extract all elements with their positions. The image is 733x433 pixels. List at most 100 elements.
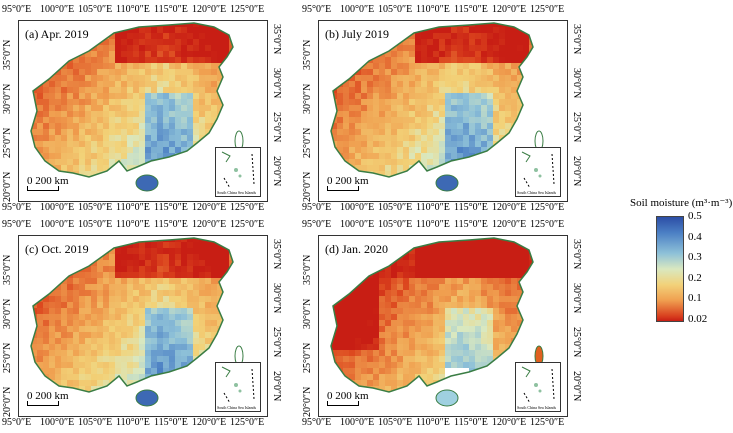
lat-tick-label: 30°0″N <box>2 83 13 114</box>
lat-tick-label: 25°0″N <box>571 327 582 358</box>
lon-tick-label: 115°0″E <box>454 202 488 213</box>
lon-tick-label: 110°0″E <box>116 219 150 230</box>
lat-tick-label: 35°0″N <box>271 239 282 270</box>
panel-label: (b) July 2019 <box>325 27 389 41</box>
lon-tick-label: 95°0″E <box>302 4 332 15</box>
lon-tick-label: 100°0″E <box>40 219 75 230</box>
map-frame: (d) Jan. 2020 0 200 km South China Sea Isl… <box>318 235 568 417</box>
lat-tick-label: 25°0″N <box>571 112 582 143</box>
lat-tick-label: 20°0″N <box>571 156 582 187</box>
lon-tick-label: 120°0″E <box>192 202 227 213</box>
lat-tick-label: 20°0″N <box>302 386 313 417</box>
lon-tick-label: 110°0″E <box>416 202 450 213</box>
panel-label: (a) Apr. 2019 <box>25 27 89 41</box>
lat-tick-label: 30°0″N <box>302 83 313 114</box>
map-frame: (b) July 2019 0 200 km South China Sea Isl… <box>318 20 568 202</box>
lat-tick-label: 35°0″N <box>271 24 282 55</box>
lon-tick-label: 125°0″E <box>530 219 565 230</box>
lat-tick-label: 35°0″N <box>302 39 313 70</box>
lon-tick-label: 110°0″E <box>416 219 450 230</box>
lat-tick-label: 20°0″N <box>271 371 282 402</box>
lon-tick-label: 105°0″E <box>78 4 113 15</box>
lat-tick-label: 25°0″N <box>2 342 13 373</box>
lon-tick-label: 95°0″E <box>2 417 32 428</box>
lon-tick-label: 100°0″E <box>340 219 375 230</box>
lon-tick-label: 105°0″E <box>378 417 413 428</box>
lat-tick-label: 30°0″N <box>271 68 282 99</box>
lon-tick-label: 115°0″E <box>154 219 188 230</box>
inset-label: South China Sea Islands <box>517 190 556 195</box>
lat-tick-label: 35°0″N <box>2 254 13 285</box>
lon-tick-label: 100°0″E <box>40 202 75 213</box>
scale-label: 0 200 km <box>27 175 69 187</box>
map-panel: 95°0″E 95°0″E 100°0″E 100°0″E 105°0″E 105°0″E… <box>300 215 590 428</box>
colorbar-tick-label: 0.4 <box>688 230 702 243</box>
lon-tick-label: 125°0″E <box>230 417 265 428</box>
colorbar <box>656 216 684 322</box>
lon-tick-label: 120°0″E <box>492 202 527 213</box>
lon-tick-label: 115°0″E <box>454 4 488 15</box>
colorbar-tick-label: 0.3 <box>688 251 702 263</box>
lon-tick-label: 105°0″E <box>378 202 413 213</box>
colorbar-tick-label: 0.1 <box>688 292 702 304</box>
lon-tick-label: 120°0″E <box>192 219 227 230</box>
lat-tick-label: 20°0″N <box>571 371 582 402</box>
lon-tick-label: 100°0″E <box>340 4 375 15</box>
lon-tick-label: 95°0″E <box>302 202 332 213</box>
lat-tick-label: 20°0″N <box>2 171 13 202</box>
lon-tick-label: 115°0″E <box>154 202 188 213</box>
lon-tick-label: 95°0″E <box>2 202 32 213</box>
hainan-island <box>135 174 159 192</box>
lat-tick-label: 30°0″N <box>2 298 13 329</box>
lon-tick-label: 120°0″E <box>192 417 227 428</box>
lat-tick-label: 20°0″N <box>2 386 13 417</box>
lat-tick-label: 30°0″N <box>271 283 282 314</box>
lon-tick-label: 115°0″E <box>454 219 488 230</box>
south-china-sea-inset: South China Sea Islands <box>215 362 261 412</box>
lat-tick-label: 35°0″N <box>571 239 582 270</box>
lat-tick-label: 25°0″N <box>302 127 313 158</box>
map-panel: 95°0″E 95°0″E 100°0″E 100°0″E 105°0″E 105°0″E… <box>0 0 290 213</box>
lon-tick-label: 105°0″E <box>378 4 413 15</box>
scale-bar <box>27 186 59 191</box>
inset-label: South China Sea Islands <box>217 405 256 410</box>
inset-label: South China Sea Islands <box>217 190 256 195</box>
map-panel: 95°0″E 95°0″E 100°0″E 100°0″E 105°0″E 105°0″E… <box>300 0 590 213</box>
hainan-island <box>135 389 159 407</box>
legend-title: Soil moisture (m³·m⁻³) <box>630 197 733 209</box>
hainan-island <box>435 389 459 407</box>
south-china-sea-inset: South China Sea Islands <box>215 147 261 197</box>
lon-tick-label: 125°0″E <box>530 417 565 428</box>
lon-tick-label: 105°0″E <box>78 219 113 230</box>
scale-bar <box>327 401 359 406</box>
lat-tick-label: 35°0″N <box>2 39 13 70</box>
map-frame: (a) Apr. 2019 0 200 km South China Sea Isl… <box>18 20 268 202</box>
lat-tick-label: 35°0″N <box>302 254 313 285</box>
south-china-sea-inset: South China Sea Islands <box>515 362 561 412</box>
lat-tick-label: 25°0″N <box>271 112 282 143</box>
coastline <box>330 22 534 178</box>
lat-tick-label: 20°0″N <box>271 156 282 187</box>
soil-moisture-map <box>30 237 244 407</box>
lon-tick-label: 110°0″E <box>116 417 150 428</box>
lon-tick-label: 120°0″E <box>492 219 527 230</box>
scale-bar <box>27 401 59 406</box>
map-panel: 95°0″E 95°0″E 100°0″E 100°0″E 105°0″E 105°0″E… <box>0 215 290 428</box>
lon-tick-label: 125°0″E <box>230 219 265 230</box>
lon-tick-label: 105°0″E <box>378 219 413 230</box>
scale-label: 0 200 km <box>327 390 369 402</box>
south-china-sea-inset: South China Sea Islands <box>515 147 561 197</box>
lon-tick-label: 125°0″E <box>230 4 265 15</box>
lon-tick-label: 125°0″E <box>230 202 265 213</box>
lon-tick-label: 115°0″E <box>154 4 188 15</box>
lon-tick-label: 100°0″E <box>40 4 75 15</box>
lon-tick-label: 105°0″E <box>78 417 113 428</box>
lat-tick-label: 30°0″N <box>302 298 313 329</box>
lon-tick-label: 95°0″E <box>2 4 32 15</box>
scale-label: 0 200 km <box>327 175 369 187</box>
lon-tick-label: 125°0″E <box>530 4 565 15</box>
lon-tick-label: 110°0″E <box>416 417 450 428</box>
lat-tick-label: 25°0″N <box>302 342 313 373</box>
inset-label: South China Sea Islands <box>517 405 556 410</box>
soil-moisture-map <box>30 22 244 192</box>
